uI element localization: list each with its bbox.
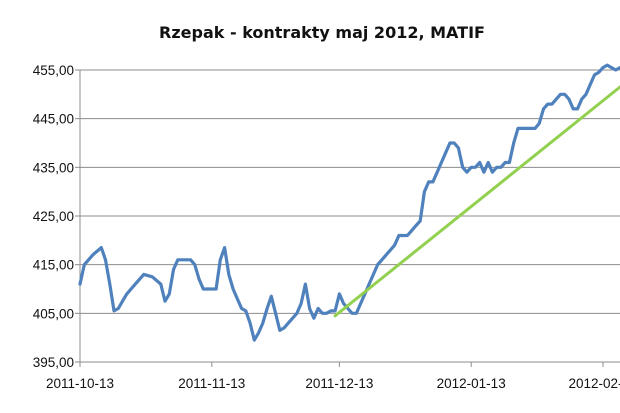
axes	[75, 69, 620, 367]
x-tick-label: 2011-10-13	[46, 376, 114, 391]
y-tick-label: 415,00	[33, 258, 74, 273]
y-tick-label: 405,00	[33, 306, 74, 321]
series-line-trend	[333, 85, 620, 318]
x-tick-label: 2011-12-13	[305, 376, 373, 391]
y-tick-labels: 395,00 405,00 415,00 425,00 435,00 445,00 455,…	[33, 63, 74, 370]
y-tick-label: 395,00	[33, 355, 74, 370]
gridlines	[80, 69, 620, 314]
chart-title: Rzepak - kontrakty maj 2012, MATIF	[159, 23, 485, 42]
series-line-price	[78, 63, 620, 342]
x-tick-label: 2012-01-13	[437, 376, 506, 391]
x-tick-labels: 2011-10-13 2011-11-13 2011-12-13 2012-01-13…	[46, 376, 620, 391]
y-tick-label: 445,00	[33, 112, 74, 127]
x-tick-label: 2012-02-13	[568, 376, 620, 391]
y-tick-label: 455,00	[33, 63, 74, 78]
x-tick-label: 2011-11-13	[178, 376, 245, 391]
y-tick-label: 435,00	[33, 160, 74, 175]
y-tick-label: 425,00	[33, 209, 74, 224]
series	[78, 63, 620, 342]
